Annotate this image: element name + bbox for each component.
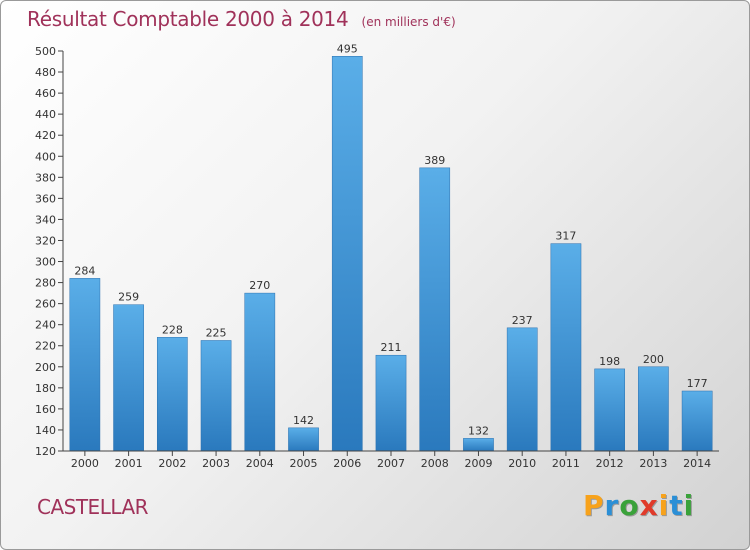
- brand-letter: x: [639, 489, 659, 522]
- brand-letter: o: [619, 489, 640, 522]
- y-tick-label: 300: [35, 256, 56, 269]
- x-axis: 2000 2001 2002 2003 2004 2005 2006 2007 2008 2009…: [63, 450, 719, 470]
- y-tick-label: 320: [35, 234, 56, 247]
- bar-2007[interactable]: [375, 354, 407, 452]
- brand-letter: r: [604, 489, 620, 522]
- bar-2002[interactable]: [156, 337, 188, 452]
- x-tick-label-2011: 2011: [552, 457, 580, 470]
- title-line: Résultat Comptable 2000 à 2014 (en milli…: [27, 7, 456, 31]
- x-tick-label-2009: 2009: [464, 457, 492, 470]
- y-tick-label: 400: [35, 150, 56, 163]
- y-tick-label: 280: [35, 277, 56, 290]
- brand-logo[interactable]: Proxiti: [583, 489, 694, 522]
- y-tick-label: 340: [35, 213, 56, 226]
- y-tick-label: 380: [35, 171, 56, 184]
- data-label-2006: 495: [337, 42, 358, 55]
- y-axis: 120 140 160 180 200 220 240 260 280 300 320 340 360 3…: [35, 45, 64, 458]
- x-tick-label-2014: 2014: [683, 457, 711, 470]
- data-label-2009: 132: [468, 424, 489, 437]
- data-label-2003: 225: [206, 326, 227, 339]
- y-tick-label: 140: [35, 424, 56, 437]
- data-label-2012: 198: [599, 355, 620, 368]
- x-tick-label-2013: 2013: [639, 457, 667, 470]
- bar-2013[interactable]: [638, 366, 669, 452]
- y-tick-label: 260: [35, 298, 56, 311]
- bar-2006[interactable]: [331, 56, 363, 452]
- y-tick-label: 360: [35, 192, 56, 205]
- brand-letter: i: [658, 489, 670, 522]
- chart-subtitle: (en milliers d'€): [361, 15, 456, 29]
- bar-2010[interactable]: [506, 327, 538, 452]
- data-label-2000: 284: [74, 264, 95, 277]
- brand-letter: i: [683, 489, 695, 522]
- y-tick-label: 220: [35, 340, 56, 353]
- x-tick-label-2001: 2001: [115, 457, 143, 470]
- y-tick-label: 440: [35, 108, 56, 121]
- x-tick-label-2006: 2006: [333, 457, 361, 470]
- data-label-2002: 228: [162, 323, 183, 336]
- bar-2012[interactable]: [594, 368, 626, 452]
- bar-2009[interactable]: [463, 438, 494, 452]
- chart-title: Résultat Comptable 2000 à 2014: [27, 7, 349, 31]
- x-tick-label-2007: 2007: [377, 457, 405, 470]
- bar-2008[interactable]: [419, 167, 451, 452]
- data-label-2014: 177: [687, 377, 708, 390]
- bar-2000[interactable]: [69, 278, 101, 452]
- x-tick-label-2005: 2005: [290, 457, 318, 470]
- y-tick-label: 160: [35, 403, 56, 416]
- y-tick-label: 500: [35, 45, 56, 58]
- data-label-2013: 200: [643, 353, 664, 366]
- bar-2001[interactable]: [113, 304, 144, 452]
- bar-2004[interactable]: [244, 292, 276, 452]
- data-label-2001: 259: [118, 291, 139, 304]
- data-label-2005: 142: [293, 414, 314, 427]
- y-tick-label: 180: [35, 382, 56, 395]
- x-tick-label-2002: 2002: [158, 457, 186, 470]
- x-tick-label-2004: 2004: [246, 457, 274, 470]
- bar-2014[interactable]: [681, 390, 713, 452]
- bar-2005[interactable]: [288, 427, 319, 452]
- data-label-2007: 211: [381, 341, 402, 354]
- y-tick-label: 480: [35, 66, 56, 79]
- x-tick-label-2012: 2012: [596, 457, 624, 470]
- data-label-2010: 237: [512, 314, 533, 327]
- bars: 284 259 228 225 270 142 495 211 389 132 237 317 198 2…: [69, 42, 713, 452]
- data-label-2004: 270: [249, 279, 270, 292]
- brand-letter: P: [583, 489, 605, 522]
- x-tick-label-2000: 2000: [71, 457, 99, 470]
- x-tick-label-2010: 2010: [508, 457, 536, 470]
- data-label-2011: 317: [555, 230, 576, 243]
- data-label-2008: 389: [424, 154, 445, 167]
- brand-letter: t: [669, 489, 684, 522]
- x-tick-label-2003: 2003: [202, 457, 230, 470]
- y-tick-label: 420: [35, 129, 56, 142]
- y-tick-label: 460: [35, 87, 56, 100]
- y-tick-label: 120: [35, 445, 56, 458]
- bar-2011[interactable]: [550, 243, 582, 452]
- bar-2003[interactable]: [200, 340, 232, 452]
- commune-name: CASTELLAR: [37, 495, 149, 519]
- y-tick-label: 200: [35, 361, 56, 374]
- x-tick-label-2008: 2008: [421, 457, 449, 470]
- y-tick-label: 240: [35, 319, 56, 332]
